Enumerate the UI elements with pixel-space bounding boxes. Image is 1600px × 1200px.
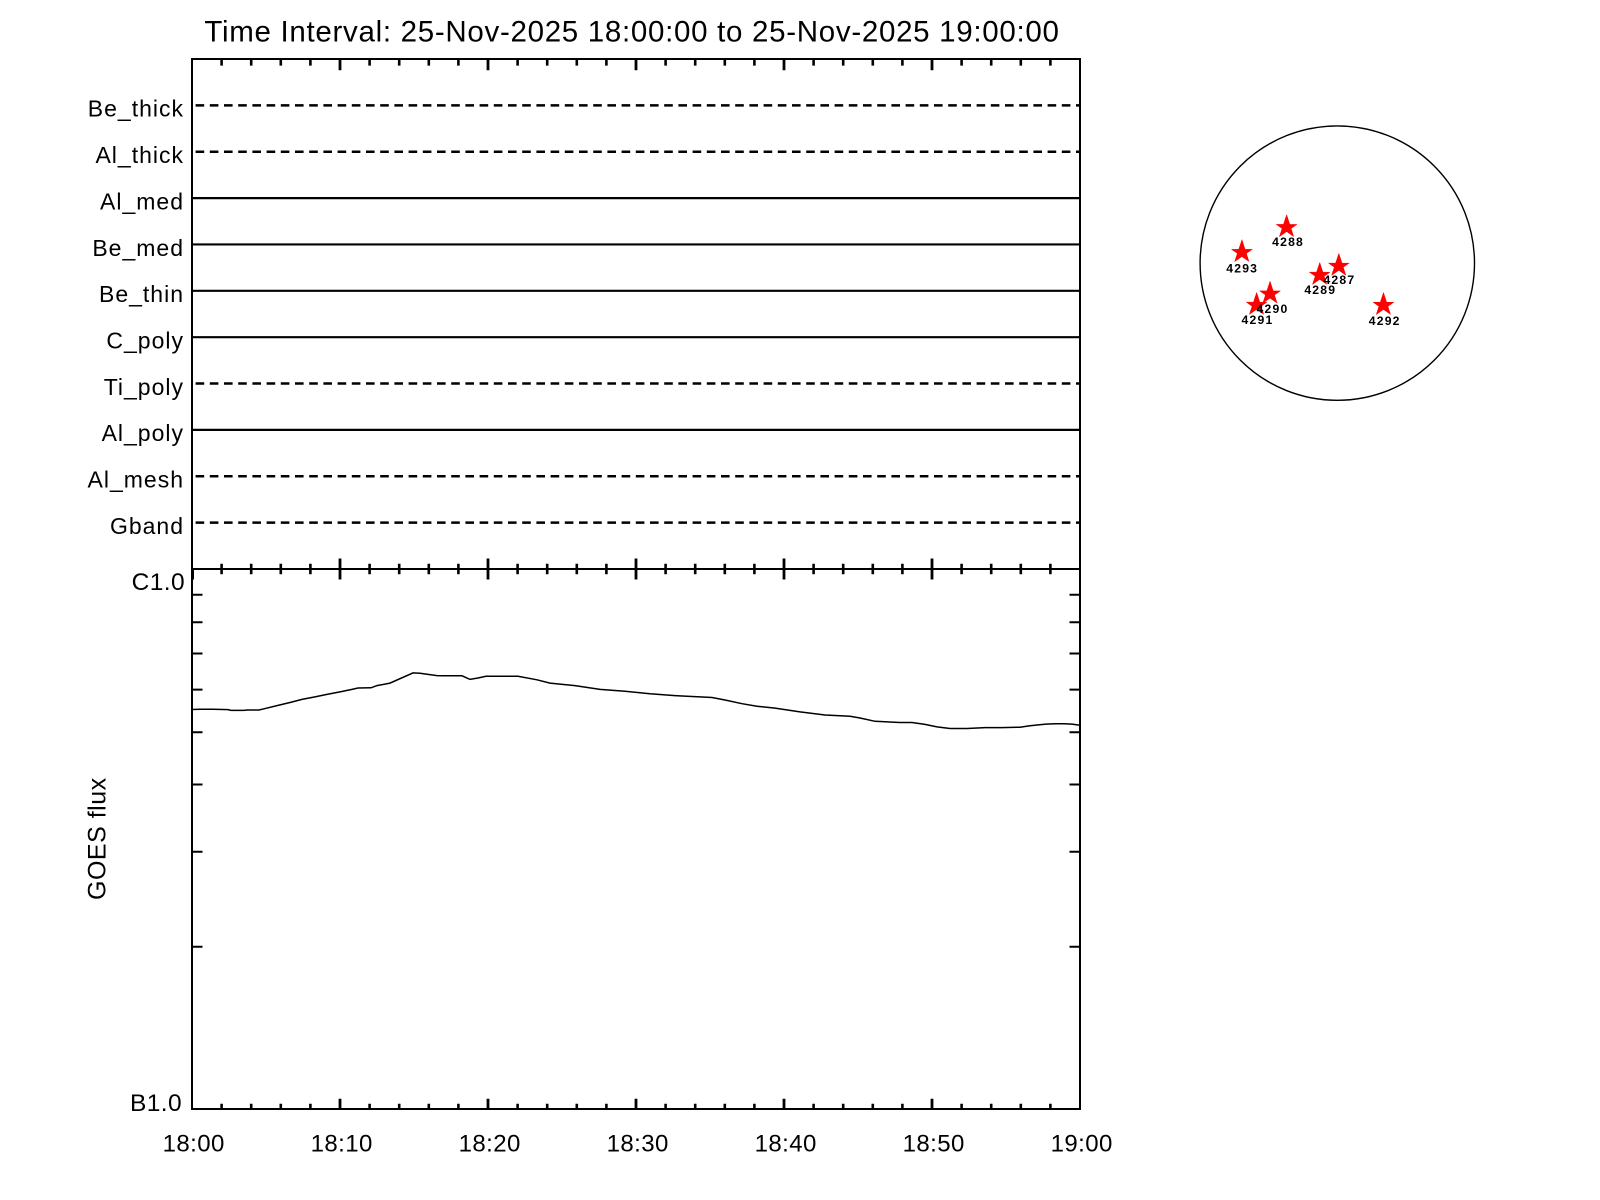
svg-text:Al_med: Al_med [100,188,184,214]
svg-text:18:40: 18:40 [755,1131,817,1158]
svg-text:4290: 4290 [1257,302,1289,316]
svg-text:GOES flux: GOES flux [84,777,112,900]
svg-text:18:10: 18:10 [311,1131,373,1158]
svg-text:4291: 4291 [1242,313,1274,327]
svg-text:18:50: 18:50 [903,1131,965,1158]
svg-text:Time Interval: 25-Nov-2025 18:: Time Interval: 25-Nov-2025 18:00:00 to 2… [204,16,1059,49]
svg-text:18:30: 18:30 [607,1131,669,1158]
svg-text:Al_thick: Al_thick [95,142,184,168]
svg-text:19:00: 19:00 [1051,1131,1113,1158]
svg-text:4287: 4287 [1323,273,1355,287]
svg-text:Gband: Gband [110,513,184,539]
svg-text:4288: 4288 [1272,235,1304,249]
svg-text:Be_thick: Be_thick [88,96,184,122]
svg-text:Be_med: Be_med [92,235,184,261]
svg-text:Be_thin: Be_thin [99,281,184,307]
svg-text:4293: 4293 [1226,261,1258,275]
svg-text:B1.0: B1.0 [130,1090,182,1117]
svg-text:4292: 4292 [1369,314,1401,328]
svg-text:C1.0: C1.0 [132,569,185,596]
svg-text:18:20: 18:20 [459,1131,521,1158]
svg-text:Al_mesh: Al_mesh [88,467,184,493]
svg-text:18:00: 18:00 [163,1131,225,1158]
svg-text:Ti_poly: Ti_poly [104,374,184,400]
svg-text:4289: 4289 [1304,283,1336,297]
svg-text:C_poly: C_poly [106,328,184,354]
svg-text:Al_poly: Al_poly [102,420,184,446]
